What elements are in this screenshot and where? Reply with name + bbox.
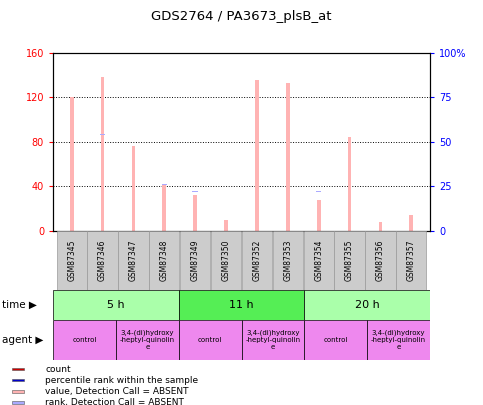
Bar (410, 215, 413, 231)
Text: rank, Detection Call = ABSENT: rank, Detection Call = ABSENT (45, 398, 184, 405)
Bar (118, 231, 149, 290)
Bar (348, 137, 352, 231)
Text: GSM87356: GSM87356 (376, 239, 385, 281)
Bar (53, 290, 179, 320)
Bar (12, 379, 24, 382)
Text: 3,4-(di)hydroxy
-heptyl-quinolin
e: 3,4-(di)hydroxy -heptyl-quinolin e (245, 330, 300, 350)
Text: GSM87355: GSM87355 (345, 239, 354, 281)
Bar (53, 320, 116, 360)
Text: 20 h: 20 h (355, 300, 380, 310)
Bar (273, 231, 303, 290)
Bar (87, 231, 118, 290)
Bar (365, 231, 396, 290)
Text: GSM87347: GSM87347 (129, 239, 138, 281)
Text: 3,4-(di)hydroxy
-heptyl-quinolin
e: 3,4-(di)hydroxy -heptyl-quinolin e (371, 330, 426, 350)
Text: percentile rank within the sample: percentile rank within the sample (45, 376, 198, 385)
Text: GSM87354: GSM87354 (314, 239, 323, 281)
Bar (242, 320, 304, 360)
Bar (193, 195, 197, 231)
Bar (116, 320, 179, 360)
Text: GSM87353: GSM87353 (284, 239, 292, 281)
Bar (242, 231, 272, 290)
Text: value, Detection Call = ABSENT: value, Detection Call = ABSENT (45, 387, 188, 396)
Text: agent ▶: agent ▶ (2, 335, 44, 345)
Text: 3,4-(di)hydroxy
-heptyl-quinolin
e: 3,4-(di)hydroxy -heptyl-quinolin e (120, 330, 175, 350)
Bar (100, 77, 104, 231)
Text: GSM87346: GSM87346 (98, 239, 107, 281)
Bar (70, 97, 73, 231)
Bar (367, 320, 430, 360)
Bar (180, 231, 210, 290)
Bar (179, 320, 242, 360)
Text: GSM87350: GSM87350 (222, 239, 230, 281)
Bar (149, 231, 179, 290)
Bar (286, 83, 290, 231)
Bar (211, 231, 241, 290)
Text: 5 h: 5 h (107, 300, 125, 310)
Text: control: control (198, 337, 222, 343)
Text: GSM87357: GSM87357 (407, 239, 416, 281)
Text: GDS2764 / PA3673_plsB_at: GDS2764 / PA3673_plsB_at (151, 10, 332, 23)
Bar (131, 146, 135, 231)
Bar (396, 231, 426, 290)
Text: GSM87348: GSM87348 (160, 239, 169, 281)
Bar (162, 184, 166, 231)
Text: control: control (72, 337, 97, 343)
Bar (317, 200, 321, 231)
Bar (57, 231, 87, 290)
Text: time ▶: time ▶ (2, 300, 37, 310)
Text: count: count (45, 364, 71, 374)
Text: GSM87352: GSM87352 (253, 239, 261, 281)
Bar (179, 290, 304, 320)
Text: GSM87349: GSM87349 (191, 239, 199, 281)
Bar (12, 390, 24, 392)
Bar (304, 290, 430, 320)
Text: GSM87345: GSM87345 (67, 239, 76, 281)
Text: 11 h: 11 h (229, 300, 254, 310)
Bar (304, 231, 334, 290)
Bar (255, 81, 259, 231)
Text: control: control (324, 337, 348, 343)
Bar (224, 220, 228, 231)
Bar (12, 401, 24, 404)
Bar (12, 368, 24, 371)
Bar (334, 231, 365, 290)
Bar (304, 320, 367, 360)
Bar (379, 222, 383, 231)
